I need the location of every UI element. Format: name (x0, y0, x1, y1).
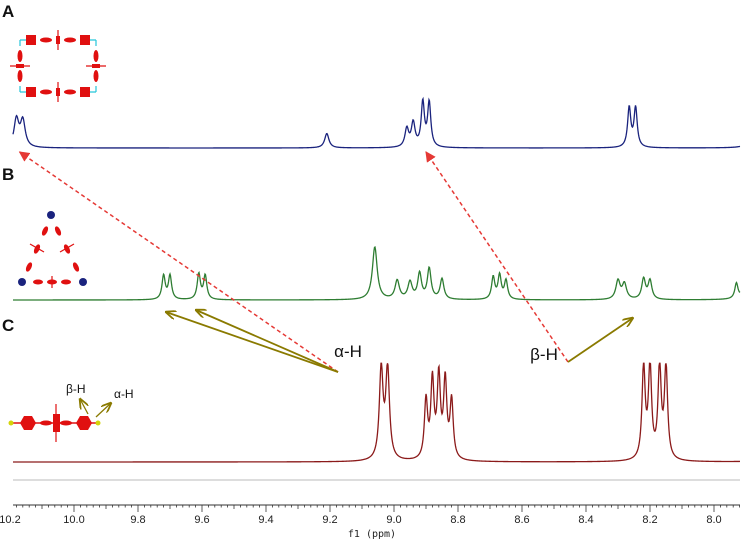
alpha-h-arrow-to-b-2 (196, 310, 339, 373)
panel-label-b: B (2, 165, 14, 184)
x-tick-label: 9.6 (194, 514, 209, 526)
x-axis-tick-labels: 10.210.09.89.69.49.29.08.88.68.48.28.07.… (0, 514, 722, 526)
alpha-h-arrow-to-b-1 (166, 312, 339, 373)
ligand-beta-h-label: β-H (66, 382, 86, 396)
spectrum-a-trace (12, 96, 741, 149)
x-tick-label: 8.0 (706, 514, 721, 526)
spectra-layer (12, 96, 741, 463)
alpha-h-correlation-to-a (18, 151, 339, 373)
beta-h-correlation-to-a (425, 151, 569, 363)
ligand-alpha-h-label: α-H (114, 387, 134, 401)
x-axis-ticks (15, 505, 740, 512)
beta-h-annotation: β-H (530, 345, 558, 364)
ligand-structure-icon (8, 399, 112, 442)
x-tick-label: 10.2 (0, 514, 21, 526)
panel-label-c: C (2, 316, 14, 335)
x-tick-label: 9.8 (130, 514, 145, 526)
correlation-arrows (18, 151, 633, 373)
triangle-assembly-icon (18, 211, 87, 288)
x-tick-label: 8.6 (514, 514, 529, 526)
panel-label-a: A (2, 2, 14, 21)
x-tick-label: 8.2 (642, 514, 657, 526)
x-tick-label: 8.4 (578, 514, 593, 526)
spectrum-c-trace (13, 362, 741, 463)
x-axis-title: f1 (ppm) (348, 529, 396, 540)
x-tick-label: 8.8 (450, 514, 465, 526)
beta-h-arrow-to-b (567, 318, 633, 363)
x-tick-label: 9.2 (322, 514, 337, 526)
alpha-h-annotation: α-H (334, 342, 362, 361)
square-assembly-icon (10, 30, 106, 102)
x-tick-label: 10.0 (63, 514, 84, 526)
x-tick-label: 9.4 (258, 514, 273, 526)
x-tick-label: 9.0 (386, 514, 401, 526)
spectrum-b-trace (13, 245, 741, 301)
